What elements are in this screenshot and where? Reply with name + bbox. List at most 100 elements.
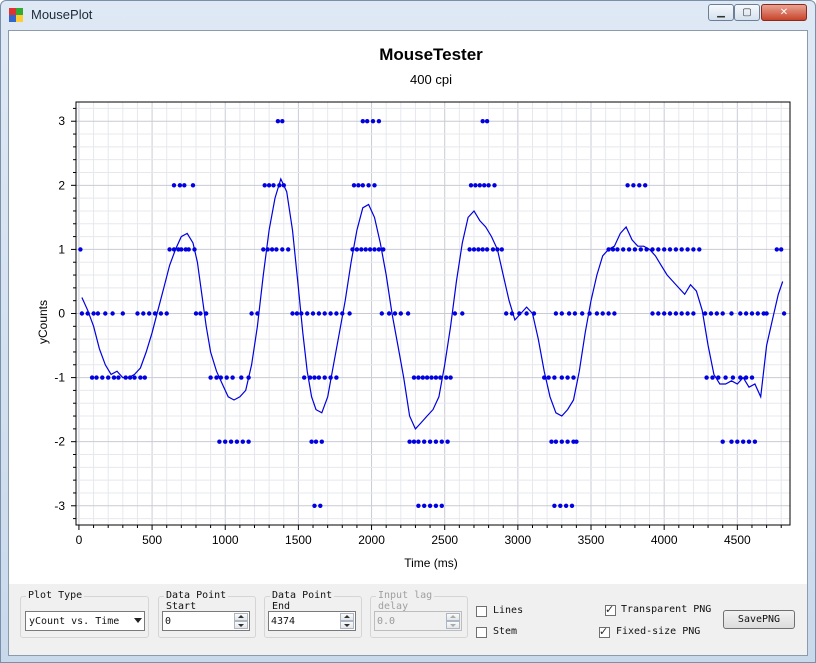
- data-point: [720, 311, 725, 316]
- data-point: [302, 375, 307, 380]
- data-point: [365, 119, 370, 124]
- data-point: [473, 183, 478, 188]
- app-icon: [9, 8, 23, 22]
- data-point: [367, 247, 373, 252]
- data-point: [167, 247, 172, 252]
- fixed-size-png-checkbox[interactable]: ✓: [599, 625, 610, 638]
- x-tick-label: 500: [142, 533, 162, 547]
- y-tick-label: -2: [54, 435, 65, 449]
- data-point: [723, 375, 728, 380]
- close-button[interactable]: ✕: [761, 4, 807, 21]
- data-point: [322, 311, 327, 316]
- data-point: [286, 247, 291, 252]
- data-point: [433, 503, 439, 508]
- data-point: [351, 183, 357, 188]
- data-point: [625, 183, 630, 188]
- lines-label[interactable]: Lines: [493, 605, 524, 616]
- data-point: [730, 375, 736, 380]
- data-start-input[interactable]: 0: [162, 611, 250, 631]
- chevron-down-icon[interactable]: [134, 618, 142, 623]
- stem-label[interactable]: Stem: [493, 626, 518, 637]
- y-tick-label: 0: [58, 307, 65, 321]
- spin-up-button[interactable]: [234, 613, 248, 621]
- data-point: [79, 311, 85, 316]
- data-point: [120, 311, 126, 316]
- spin-down-button[interactable]: [234, 621, 248, 629]
- data-point: [559, 375, 564, 380]
- title-bar[interactable]: MousePlot ▁ ▢ ✕: [1, 1, 815, 29]
- data-point: [774, 247, 779, 252]
- data-point: [422, 503, 427, 508]
- spin-down-button[interactable]: [340, 621, 354, 629]
- data-point: [574, 439, 579, 444]
- data-point: [240, 439, 245, 444]
- data-point: [490, 247, 496, 252]
- data-point: [334, 311, 339, 316]
- data-point: [290, 311, 295, 316]
- maximize-button[interactable]: ▢: [734, 4, 760, 21]
- data-point: [266, 183, 272, 188]
- data-point: [407, 439, 412, 444]
- fixed-size-png-label[interactable]: Fixed-size PNG: [616, 626, 701, 637]
- data-point: [662, 247, 667, 252]
- data-point: [316, 311, 322, 316]
- data-point: [318, 503, 323, 508]
- data-point: [566, 311, 572, 316]
- y-tick-label: -3: [54, 499, 65, 513]
- data-point: [632, 247, 638, 252]
- data-point: [193, 311, 199, 316]
- data-point: [319, 439, 324, 444]
- data-end-value: 4374: [271, 615, 296, 627]
- data-point: [650, 311, 655, 316]
- data-point: [638, 247, 643, 252]
- y-tick-label: -1: [54, 371, 65, 385]
- data-point: [186, 247, 191, 252]
- data-point: [553, 311, 559, 316]
- data-end-spinner[interactable]: [340, 613, 354, 629]
- data-point: [309, 439, 314, 444]
- data-point: [467, 247, 472, 252]
- data-point: [328, 311, 333, 316]
- data-point: [360, 119, 365, 124]
- arrow-up-icon: [450, 615, 456, 618]
- spin-up-button[interactable]: [340, 613, 354, 621]
- data-end-input[interactable]: 4374: [268, 611, 356, 631]
- data-point: [559, 311, 564, 316]
- data-point: [322, 375, 327, 380]
- data-point: [552, 503, 557, 508]
- data-point: [386, 311, 392, 316]
- stem-checkbox[interactable]: [476, 627, 487, 638]
- data-point: [615, 247, 620, 252]
- data-point: [354, 247, 360, 252]
- data-point: [223, 439, 228, 444]
- spin-up-button: [446, 613, 460, 621]
- y-tick-label: 3: [58, 114, 65, 128]
- data-point: [729, 311, 734, 316]
- data-point: [735, 439, 740, 444]
- x-tick-label: 0: [76, 533, 83, 547]
- input-lag-label: Input lag delay: [376, 590, 435, 612]
- save-png-button[interactable]: SavePNG: [723, 610, 795, 629]
- data-point: [177, 183, 183, 188]
- data-point: [132, 375, 137, 380]
- data-point: [704, 375, 709, 380]
- data-point: [116, 375, 121, 380]
- data-point: [569, 503, 575, 508]
- data-point: [448, 375, 453, 380]
- plot-type-select[interactable]: yCount vs. Time: [25, 611, 145, 631]
- data-point: [439, 439, 444, 444]
- minimize-button[interactable]: ▁: [708, 4, 734, 21]
- data-start-spinner[interactable]: [234, 613, 248, 629]
- transparent-png-label[interactable]: Transparent PNG: [621, 604, 712, 615]
- data-point: [720, 439, 725, 444]
- data-point: [249, 311, 254, 316]
- data-point: [729, 439, 734, 444]
- data-point: [356, 183, 361, 188]
- lines-checkbox[interactable]: [476, 606, 487, 617]
- data-point: [433, 375, 439, 380]
- transparent-png-checkbox[interactable]: ✓: [605, 603, 616, 616]
- data-point: [275, 119, 281, 124]
- data-point: [416, 439, 421, 444]
- data-point: [366, 183, 371, 188]
- data-point: [549, 439, 554, 444]
